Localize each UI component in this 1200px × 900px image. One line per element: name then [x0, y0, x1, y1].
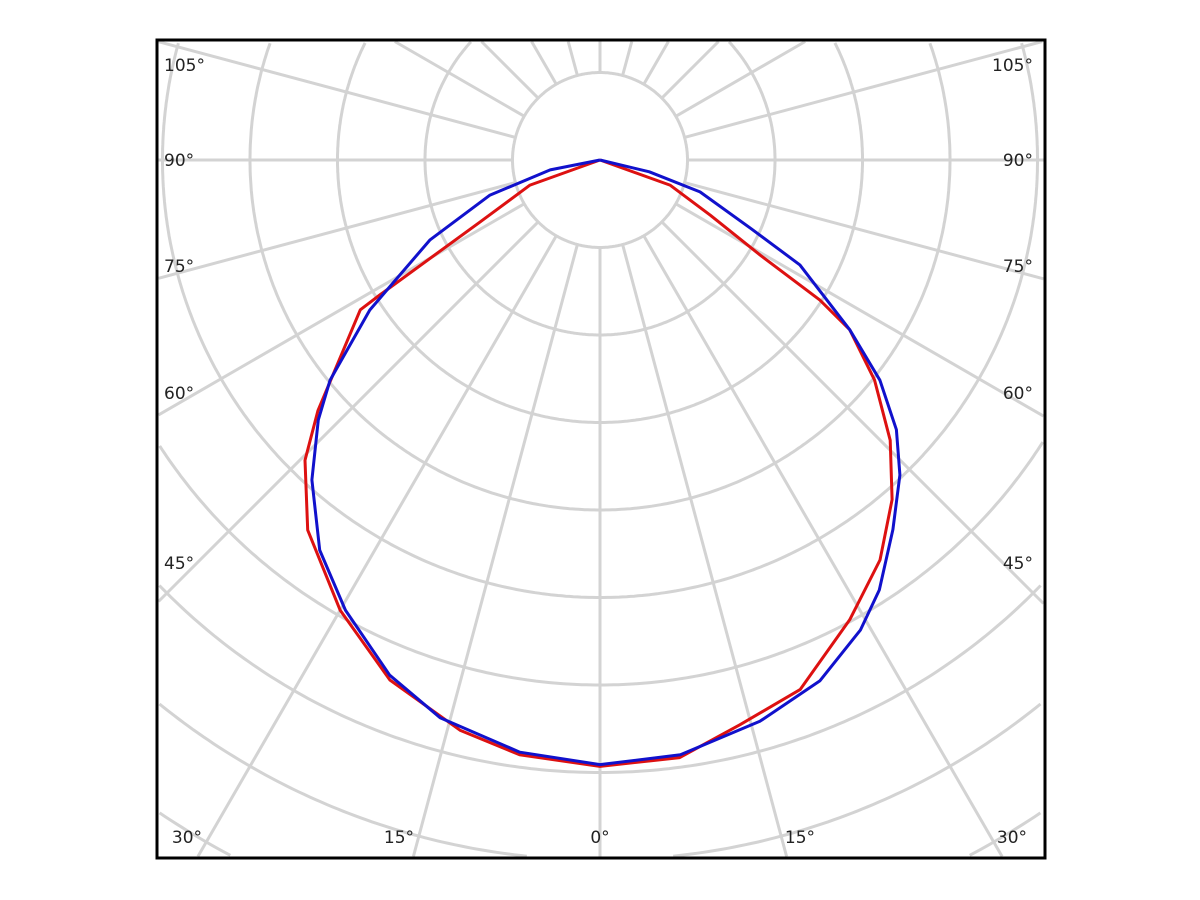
ring-gridline: [158, 811, 231, 857]
ring-gridline: [158, 441, 1045, 687]
series-curve-1: [303, 158, 894, 768]
ring-gridline: [336, 42, 864, 424]
polar-grid: [157, 40, 1045, 858]
ring-gridline: [511, 71, 689, 249]
radial-gridline: [158, 40, 516, 139]
radial-gridline: [566, 41, 579, 76]
bottom-label-30-left: 30°: [172, 828, 202, 848]
radial-gridline: [621, 41, 634, 76]
radial-gridline: [480, 40, 540, 100]
radial-gridline: [675, 40, 806, 118]
radial-gridline: [675, 202, 1045, 418]
series-curve-2: [310, 158, 902, 767]
right-label-60: 60°: [1003, 384, 1033, 404]
right-label-90: 90°: [1003, 151, 1033, 171]
radial-gridline: [157, 202, 525, 417]
radial-gridline: [158, 181, 516, 280]
plot-frame: [155, 38, 1047, 860]
radial-gridline: [660, 40, 720, 100]
ring-gridline: [969, 811, 1042, 857]
left-label-90: 90°: [164, 151, 194, 171]
radial-gridline: [411, 244, 579, 857]
radial-gridline: [621, 244, 789, 857]
radial-gridline: [157, 220, 540, 603]
ring-gridline: [248, 42, 952, 512]
bottom-label-15-left: 15°: [384, 828, 414, 848]
right-label-45: 45°: [1003, 554, 1033, 574]
left-label-60: 60°: [164, 384, 194, 404]
bottom-label-0: 0°: [590, 828, 609, 848]
right-label-75: 75°: [1003, 257, 1033, 277]
intensity-curves: [303, 158, 902, 768]
ring-gridline: [161, 42, 1039, 599]
radial-gridline: [530, 40, 558, 85]
radial-gridline: [660, 220, 1045, 605]
radial-gridline: [684, 40, 1043, 139]
ring-gridline: [673, 702, 1042, 858]
ring-gridline: [423, 40, 777, 337]
left-label-75: 75°: [164, 257, 194, 277]
left-label-45: 45°: [164, 554, 194, 574]
bottom-label-15-right: 15°: [785, 828, 815, 848]
right-label-105: 105°: [992, 56, 1033, 76]
ring-gridline: [158, 702, 527, 858]
bottom-label-30-right: 30°: [997, 828, 1027, 848]
radial-gridline: [196, 235, 558, 858]
left-label-105: 105°: [164, 56, 205, 76]
radial-gridline: [642, 235, 1004, 858]
radial-gridline: [394, 40, 525, 118]
radial-gridline: [684, 181, 1044, 281]
ring-gridline: [158, 584, 1042, 774]
radial-gridline: [642, 40, 670, 85]
